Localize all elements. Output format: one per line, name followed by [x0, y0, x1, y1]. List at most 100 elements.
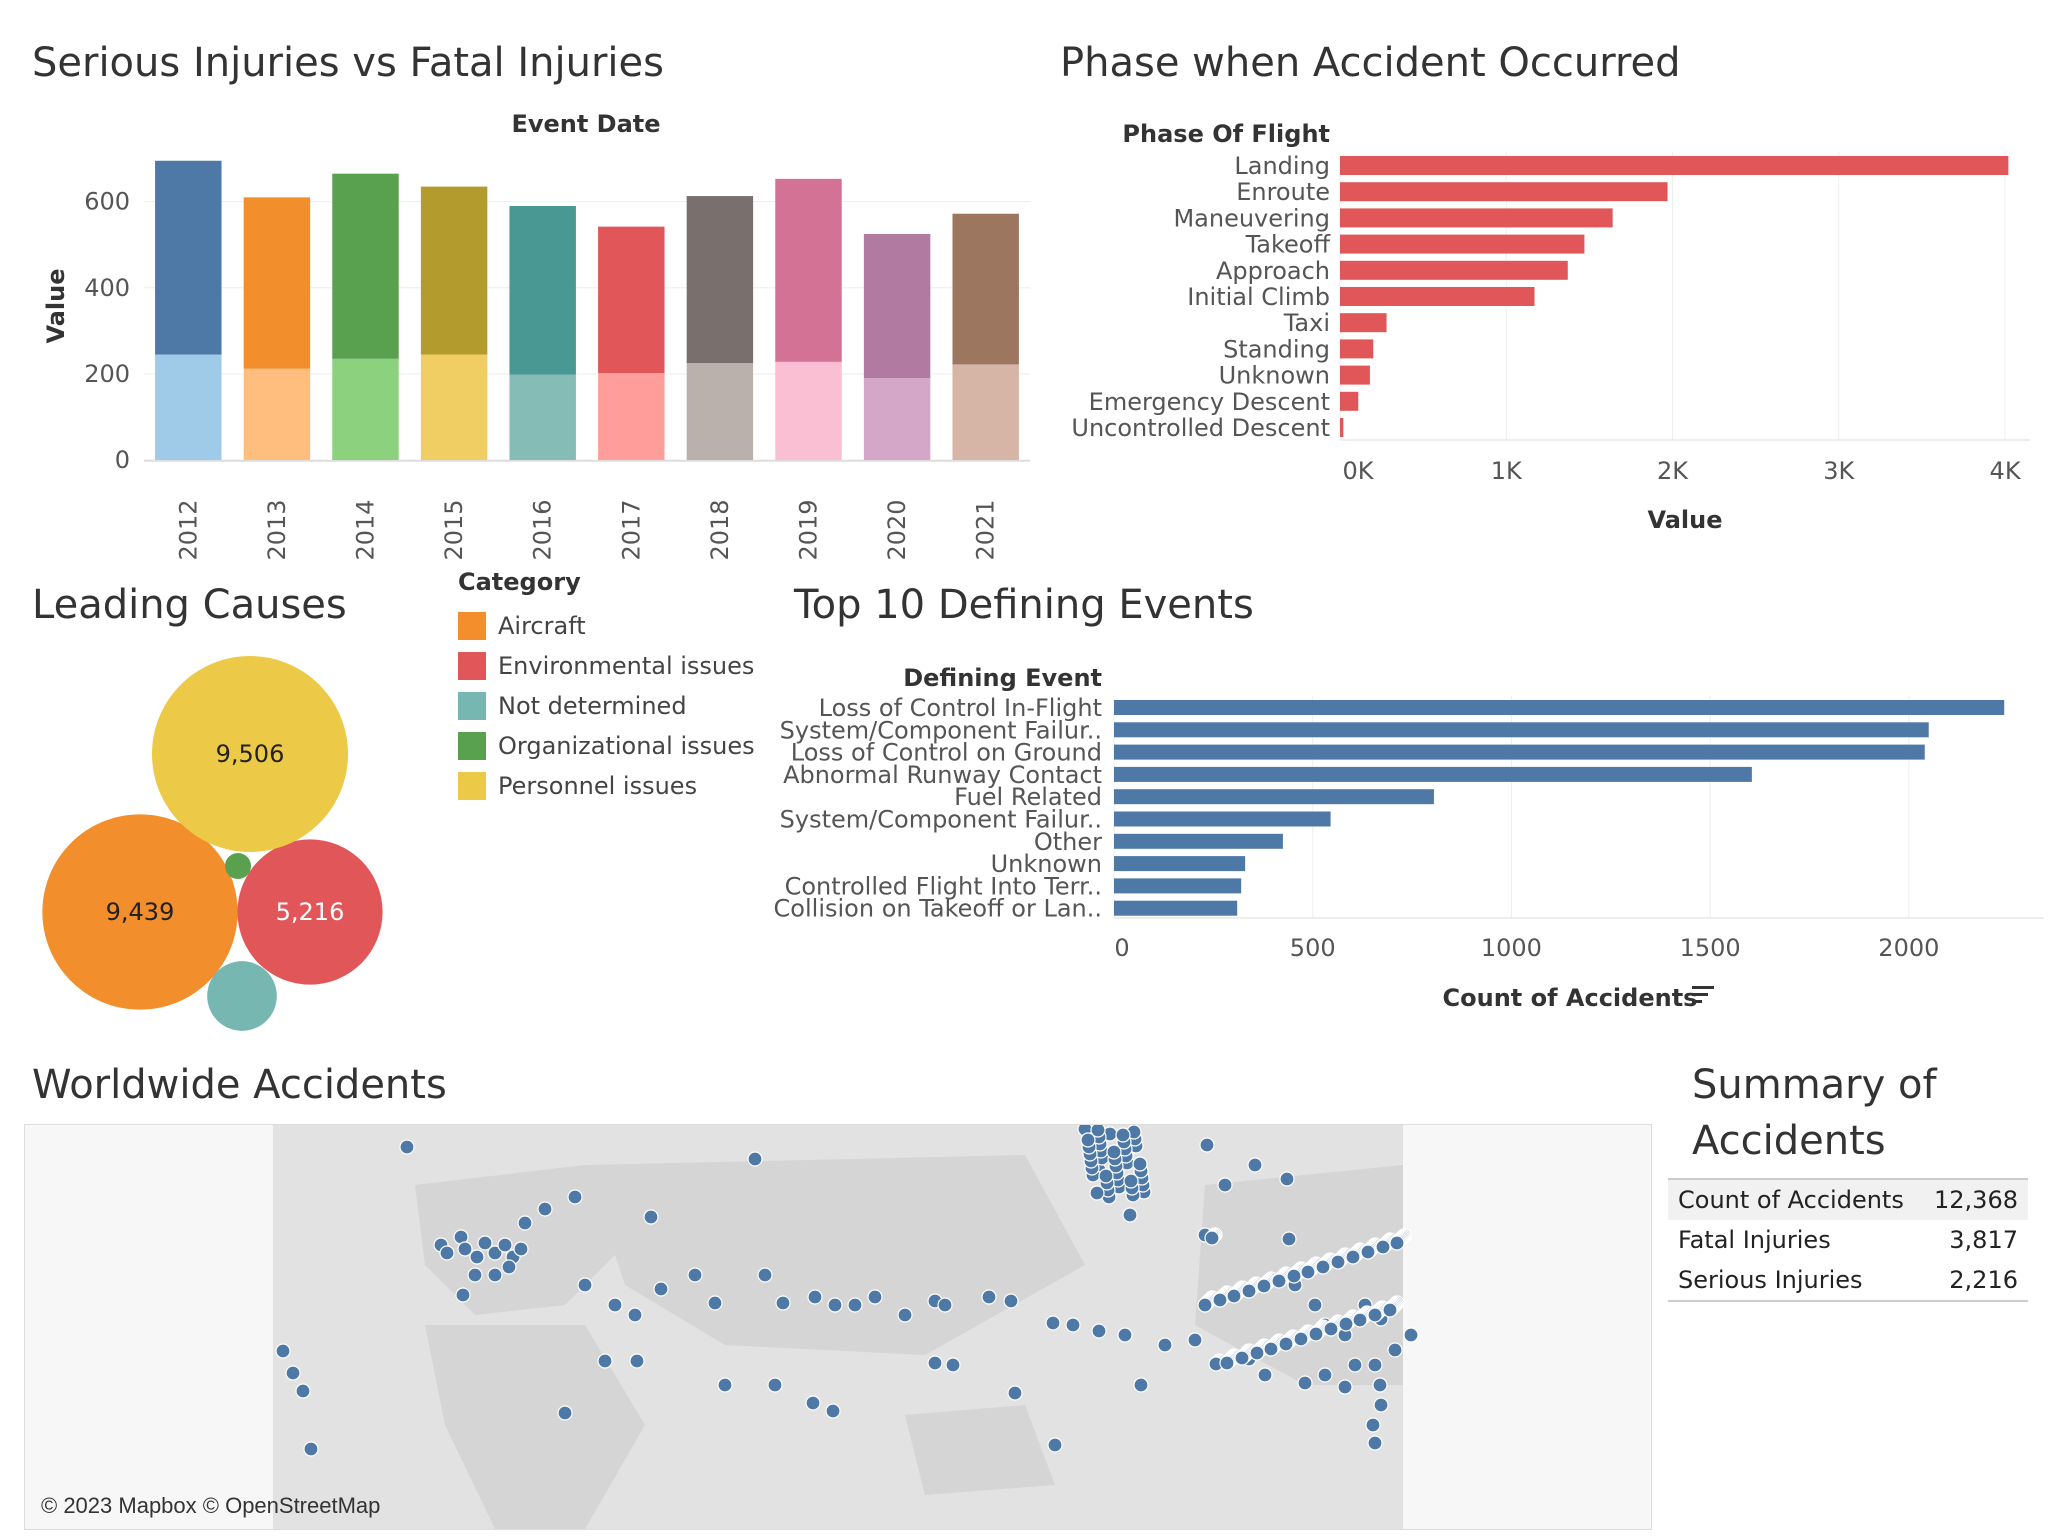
bar — [1340, 418, 1344, 437]
category-label: Emergency Descent — [1089, 388, 1330, 416]
bar-upper-segment — [775, 178, 842, 362]
accident-point — [607, 1297, 623, 1313]
accident-point — [285, 1365, 301, 1381]
accident-point — [1234, 1350, 1250, 1366]
category-label: Initial Climb — [1187, 283, 1330, 311]
bar — [1114, 700, 2005, 715]
phase-chart: Phase Of Flight 0K 1K 2K 3K 4K LandingEnrouteM… — [1071, 120, 2030, 534]
category-label: Loss of Control on Ground — [791, 739, 1102, 767]
bar-lower-segment — [686, 363, 754, 460]
bubble — [152, 656, 348, 852]
y-tick-label: 400 — [84, 274, 130, 302]
legend-item-personnel[interactable]: Personnel issues — [458, 766, 755, 806]
world-map[interactable]: © 2023 Mapbox © OpenStreetMap — [24, 1124, 1652, 1530]
accident-point — [439, 1245, 455, 1261]
x-axis-title: Count of Accidents — [1443, 984, 1698, 1012]
legend-item-environmental[interactable]: Environmental issues — [458, 646, 755, 686]
accident-point — [1271, 1273, 1287, 1289]
accident-point — [487, 1245, 503, 1261]
x-tick-label: 2017 — [617, 499, 645, 560]
legend-label: Aircraft — [498, 612, 586, 640]
summary-row-count: Count of Accidents 12,368 — [1668, 1180, 2028, 1220]
x-tick-label: 1K — [1491, 457, 1523, 485]
accident-point — [717, 1377, 733, 1393]
accident-point — [1307, 1297, 1323, 1313]
accident-point — [1375, 1239, 1391, 1255]
legend-label: Personnel issues — [498, 772, 698, 800]
accident-point — [1249, 1345, 1265, 1361]
bar — [1114, 766, 1752, 782]
events-chart-title: Top 10 Defining Events — [794, 582, 1254, 628]
accident-point — [537, 1201, 553, 1217]
accident-point — [1090, 1125, 1106, 1138]
category-label: Maneuvering — [1173, 204, 1330, 232]
category-label: Uncontrolled Descent — [1071, 414, 1330, 442]
accident-point — [1187, 1332, 1203, 1348]
category-label: Collision on Takeoff or Lan.. — [774, 895, 1102, 923]
accident-point — [707, 1295, 723, 1311]
accident-point — [1360, 1244, 1376, 1260]
accident-point — [1382, 1302, 1398, 1318]
accident-point — [497, 1237, 513, 1253]
category-label: Landing — [1234, 152, 1330, 180]
bubble — [42, 814, 238, 1010]
accident-point — [1345, 1249, 1361, 1265]
x-tick-label: 1000 — [1481, 934, 1542, 962]
accident-point — [981, 1289, 997, 1305]
category-label: Unknown — [991, 850, 1102, 878]
accident-point — [1338, 1316, 1354, 1332]
legend-swatch — [458, 732, 486, 760]
accident-point — [1315, 1259, 1331, 1275]
accident-point — [1133, 1377, 1149, 1393]
bar — [1340, 391, 1359, 411]
accident-point — [629, 1353, 645, 1369]
accident-point — [1157, 1337, 1173, 1353]
bar — [1340, 365, 1370, 385]
summary-row-fatal: Fatal Injuries 3,817 — [1668, 1220, 2028, 1260]
summary-label: Fatal Injuries — [1678, 1226, 1831, 1254]
accident-point — [1007, 1385, 1023, 1401]
category-label: Standing — [1223, 335, 1330, 363]
accident-point — [517, 1215, 533, 1231]
accident-point — [747, 1151, 763, 1167]
y-axis-title: Defining Event — [903, 664, 1102, 692]
x-tick-label: 2K — [1657, 457, 1689, 485]
bar-lower-segment — [243, 368, 311, 460]
accident-point — [1337, 1379, 1353, 1395]
accident-point — [1247, 1157, 1263, 1173]
accident-point — [1122, 1207, 1138, 1223]
summary-label: Serious Injuries — [1678, 1266, 1863, 1294]
legend-swatch — [458, 772, 486, 800]
accident-point — [1212, 1292, 1228, 1308]
accident-point — [1197, 1297, 1213, 1313]
accident-point — [1373, 1397, 1389, 1413]
x-axis-title: Event Date — [511, 110, 660, 138]
accident-point — [1117, 1327, 1133, 1343]
accident-point — [927, 1355, 943, 1371]
x-tick-label: 2021 — [972, 499, 1000, 560]
accident-point — [825, 1403, 841, 1419]
bar-lower-segment — [775, 361, 842, 460]
legend-item-not-determined[interactable]: Not determined — [458, 686, 755, 726]
accident-point — [653, 1281, 669, 1297]
legend-swatch — [458, 652, 486, 680]
legend-item-aircraft[interactable]: Aircraft — [458, 606, 755, 646]
accident-point — [827, 1297, 843, 1313]
accident-point — [1367, 1307, 1383, 1323]
legend-item-organizational[interactable]: Organizational issues — [458, 726, 755, 766]
accident-points — [275, 1125, 1419, 1457]
y-tick-label: 0 — [115, 446, 130, 474]
accident-point — [687, 1267, 703, 1283]
bar-upper-segment — [243, 197, 311, 369]
accident-point — [805, 1395, 821, 1411]
bar-upper-segment — [509, 205, 576, 375]
bubble-value-label: 9,506 — [216, 740, 285, 768]
x-axis-title: Value — [1647, 506, 1722, 534]
accident-point — [945, 1357, 961, 1373]
accident-point — [1403, 1327, 1419, 1343]
bar — [1340, 234, 1585, 254]
summary-value: 3,817 — [1949, 1226, 2018, 1254]
accident-point — [275, 1343, 291, 1359]
worldwide-title: Worldwide Accidents — [32, 1062, 447, 1108]
bar — [1114, 789, 1434, 805]
